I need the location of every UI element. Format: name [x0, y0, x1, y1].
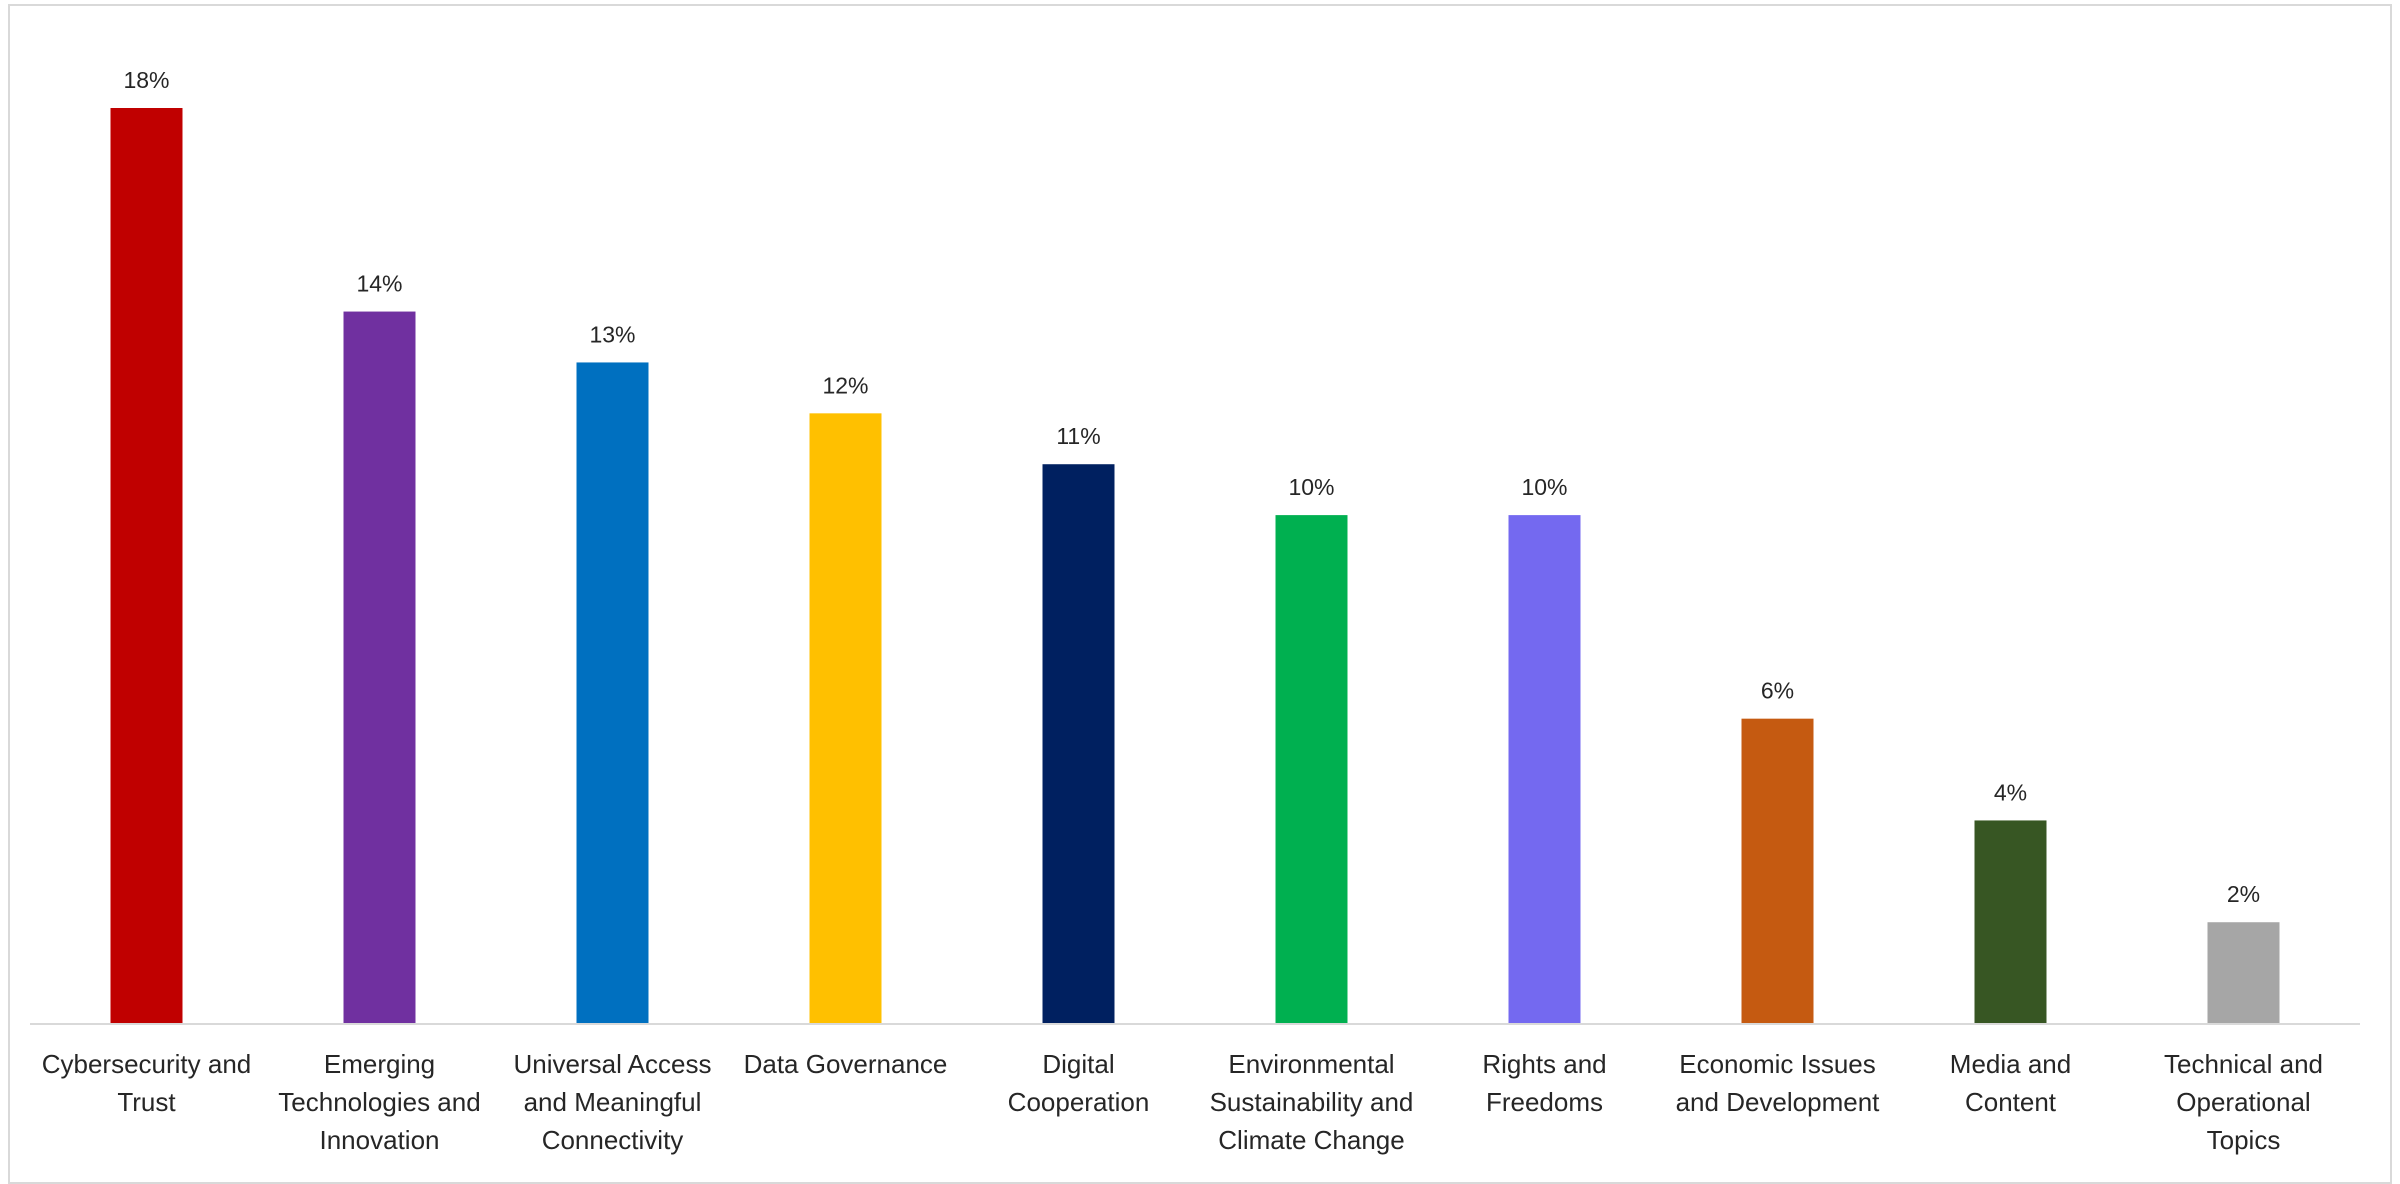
bar-4	[809, 413, 882, 1024]
data-label-4: 12%	[822, 372, 868, 398]
category-label-line: Emerging	[324, 1049, 435, 1079]
category-label-line: and Meaningful	[524, 1087, 702, 1117]
data-label-10: 2%	[2227, 881, 2260, 907]
category-labels-layer: Cybersecurity and Trust Emerging Technologi…	[42, 1049, 2323, 1155]
category-label-5: Digital Cooperation	[1008, 1049, 1150, 1117]
category-label-line: Innovation	[320, 1125, 440, 1155]
category-label-2: Emerging Technologies and Innovation	[278, 1049, 480, 1155]
data-label-3: 13%	[589, 321, 635, 347]
category-label-line: Trust	[117, 1087, 176, 1117]
category-label-7: Rights and Freedoms	[1482, 1049, 1606, 1117]
category-label-line: Operational	[2176, 1087, 2310, 1117]
category-label-line: Economic Issues	[1679, 1049, 1876, 1079]
data-label-5: 11%	[1056, 423, 1100, 449]
bar-10	[2207, 922, 2280, 1024]
data-labels-layer: 18% 14% 13% 12% 11% 10% 10% 6% 4% 2%	[123, 67, 2260, 907]
data-label-6: 10%	[1288, 474, 1334, 500]
bar-7	[1508, 515, 1581, 1024]
data-label-7: 10%	[1521, 474, 1567, 500]
category-label-line: Sustainability and	[1210, 1087, 1414, 1117]
category-label-line: Freedoms	[1486, 1087, 1603, 1117]
data-label-8: 6%	[1761, 678, 1794, 704]
category-label-line: Topics	[2207, 1125, 2281, 1155]
bar-8	[1741, 718, 1814, 1024]
category-label-6: Environmental Sustainability and Climate C…	[1210, 1049, 1414, 1155]
bar-5	[1042, 464, 1115, 1024]
category-label-line: and Development	[1676, 1087, 1881, 1117]
category-label-line: Cybersecurity and	[42, 1049, 252, 1079]
category-label-line: Media and	[1950, 1049, 2071, 1079]
data-label-2: 14%	[356, 271, 402, 297]
category-label-line: Universal Access	[514, 1049, 712, 1079]
data-label-1: 18%	[123, 67, 169, 93]
category-label-line: Digital	[1042, 1049, 1114, 1079]
category-label-line: Content	[1965, 1087, 2057, 1117]
bars-layer	[110, 108, 2280, 1024]
category-label-4: Data Governance	[744, 1049, 948, 1079]
bar-3	[576, 362, 649, 1024]
category-label-line: Technologies and	[278, 1087, 480, 1117]
data-label-9: 4%	[1994, 779, 2027, 805]
bar-1	[110, 108, 183, 1024]
category-label-line: Climate Change	[1218, 1125, 1404, 1155]
category-label-line: Data Governance	[744, 1049, 948, 1079]
category-label-10: Technical and Operational Topics	[2164, 1049, 2323, 1155]
category-label-8: Economic Issues and Development	[1676, 1049, 1881, 1117]
bar-6	[1275, 515, 1348, 1024]
bar-9	[1974, 820, 2047, 1024]
category-label-line: Environmental	[1228, 1049, 1394, 1079]
category-label-9: Media and Content	[1950, 1049, 2071, 1117]
category-label-line: Cooperation	[1008, 1087, 1150, 1117]
category-label-line: Connectivity	[542, 1125, 684, 1155]
bar-2	[343, 311, 416, 1024]
category-label-3: Universal Access and Meaningful Connectivi…	[514, 1049, 712, 1155]
category-label-line: Technical and	[2164, 1049, 2323, 1079]
category-label-1: Cybersecurity and Trust	[42, 1049, 252, 1117]
category-label-line: Rights and	[1482, 1049, 1606, 1079]
